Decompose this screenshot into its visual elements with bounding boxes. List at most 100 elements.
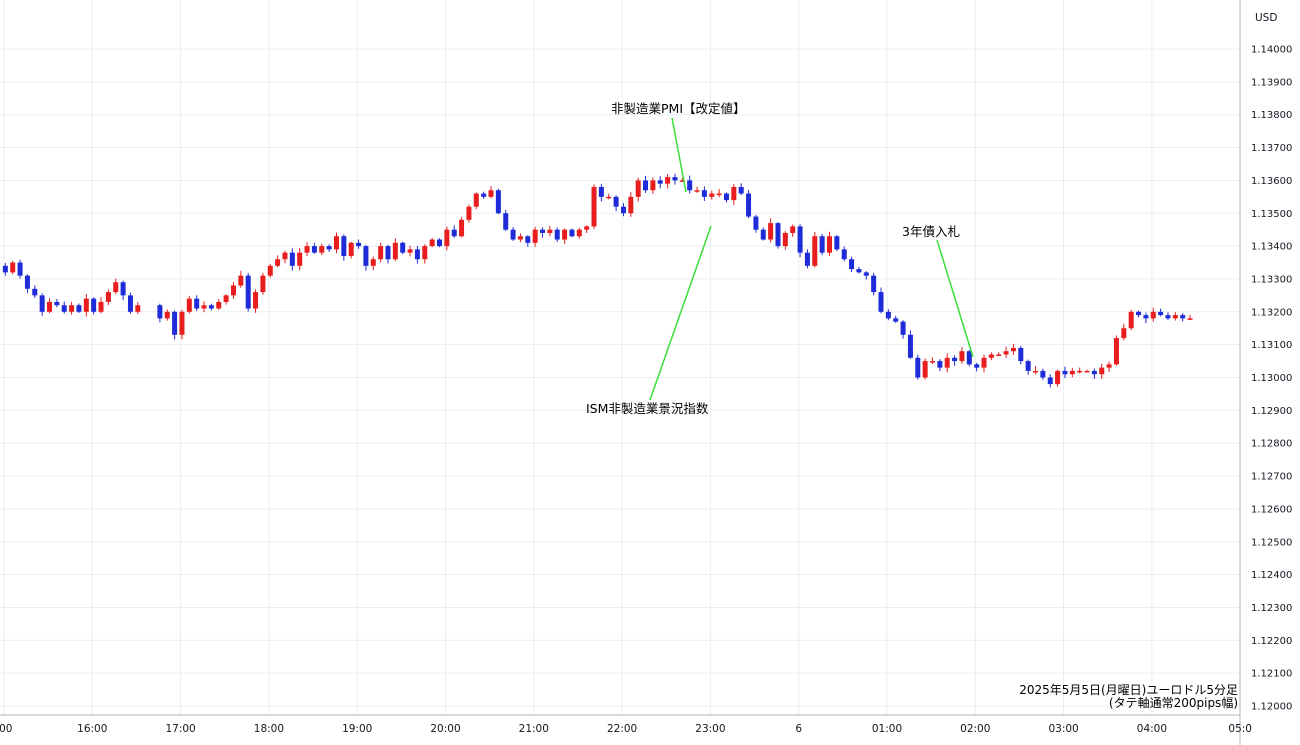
candle-body — [385, 246, 391, 260]
candle-body — [216, 301, 222, 309]
candle-body — [311, 246, 317, 253]
candle-body — [885, 311, 891, 319]
candle-body — [738, 186, 744, 194]
x-tick-label: 03:00 — [1048, 723, 1078, 735]
candle-body — [966, 351, 972, 365]
y-tick-label: 1.12700 — [1251, 472, 1292, 483]
candle-body — [24, 275, 30, 289]
candle-body — [127, 295, 133, 312]
candle-body — [437, 239, 442, 247]
candle-body — [731, 186, 737, 201]
candle-body — [1062, 370, 1068, 375]
candle-body — [400, 242, 406, 253]
x-tick-label: 17:00 — [165, 723, 195, 735]
candle-body — [907, 334, 913, 358]
candle-body — [1040, 370, 1046, 378]
annotation-label-pmi: 非製造業PMI【改定値】 — [611, 101, 746, 116]
candle-body — [804, 252, 810, 266]
x-tick-label: 22:00 — [607, 723, 637, 735]
candle-body — [1143, 315, 1149, 319]
x-tick-label: 21:00 — [519, 723, 549, 735]
candle-body — [370, 259, 376, 266]
x-tick-label: 01:00 — [872, 723, 902, 735]
candle-body — [1010, 347, 1016, 352]
candle-body — [657, 180, 663, 184]
candle-body — [429, 239, 435, 247]
candle-body — [930, 361, 936, 363]
candle-body — [223, 295, 229, 302]
candle-body — [54, 301, 60, 306]
candle-body — [267, 265, 273, 276]
candle-body — [451, 229, 457, 237]
y-tick-label: 1.13500 — [1251, 209, 1292, 220]
y-tick-label: 1.12000 — [1251, 702, 1292, 713]
candle-body — [1180, 315, 1186, 319]
candle-body — [540, 229, 546, 233]
candle-body — [782, 232, 788, 247]
candle-body — [620, 206, 626, 214]
candle-body — [120, 282, 126, 296]
x-tick-label: 20:00 — [430, 723, 460, 735]
candle-body — [746, 193, 752, 217]
candle-body — [1099, 367, 1105, 375]
candle-body — [996, 354, 1002, 357]
candle-body — [797, 226, 803, 253]
candle-body — [562, 229, 568, 240]
y-tick-label: 1.13900 — [1251, 77, 1292, 88]
candle-body — [2, 265, 8, 273]
candle-body — [76, 305, 82, 312]
chart-note-line1: 2025年5月5日(月曜日)ユーロドル5分足 — [1019, 683, 1238, 697]
candle-body — [488, 190, 494, 197]
y-tick-label: 1.13200 — [1251, 307, 1292, 318]
candle-body — [510, 229, 516, 240]
annotation-label-ism: ISM非製造業景況指数 — [586, 401, 709, 416]
candle-body — [650, 180, 656, 191]
candle-body — [1106, 364, 1112, 368]
x-tick-label: 02:00 — [960, 723, 990, 735]
candle-body — [753, 216, 759, 230]
candle-body — [194, 298, 200, 309]
y-tick-label: 1.13700 — [1251, 143, 1292, 154]
annotations: 非製造業PMI【改定値】 ISM非製造業景況指数 3年債入札 — [586, 101, 974, 416]
x-tick-label: 23:00 — [695, 723, 725, 735]
candle-body — [61, 305, 67, 312]
candle-body — [407, 249, 413, 253]
y-tick-label: 1.14000 — [1251, 45, 1292, 56]
y-tick-label: 1.13800 — [1251, 110, 1292, 121]
candle-body — [304, 246, 310, 253]
candle-body — [665, 177, 671, 184]
candle-body — [900, 321, 906, 335]
y-tick-label: 1.12500 — [1251, 537, 1292, 548]
candle-body — [517, 236, 523, 240]
candle-body — [1136, 311, 1142, 316]
candle-body — [937, 361, 943, 368]
candle-body — [238, 275, 244, 286]
candle-body — [598, 186, 604, 197]
candle-body — [606, 196, 612, 199]
candle-body — [1172, 315, 1178, 319]
candle-body — [495, 190, 501, 214]
candle-body — [113, 282, 119, 293]
candle-body — [1018, 347, 1024, 362]
candle-body — [790, 226, 796, 233]
candle-body — [179, 311, 185, 335]
candle-body — [723, 193, 729, 201]
candle-body — [701, 190, 707, 197]
candle-body — [591, 186, 597, 227]
candle-body — [422, 246, 428, 260]
candle-body — [326, 246, 332, 250]
candle-body — [105, 292, 111, 302]
candle-body — [39, 295, 45, 312]
currency-label: USD — [1255, 12, 1277, 24]
x-tick-label: 19:00 — [342, 723, 372, 735]
candle-body — [319, 246, 325, 253]
y-tick-label: 1.12900 — [1251, 406, 1292, 417]
candle-body — [356, 242, 362, 247]
candle-body — [230, 285, 236, 296]
candle-body — [944, 357, 950, 368]
candle-body — [186, 298, 192, 312]
candle-body — [378, 246, 384, 260]
candle-body — [856, 269, 862, 273]
y-tick-label: 1.13000 — [1251, 373, 1292, 384]
